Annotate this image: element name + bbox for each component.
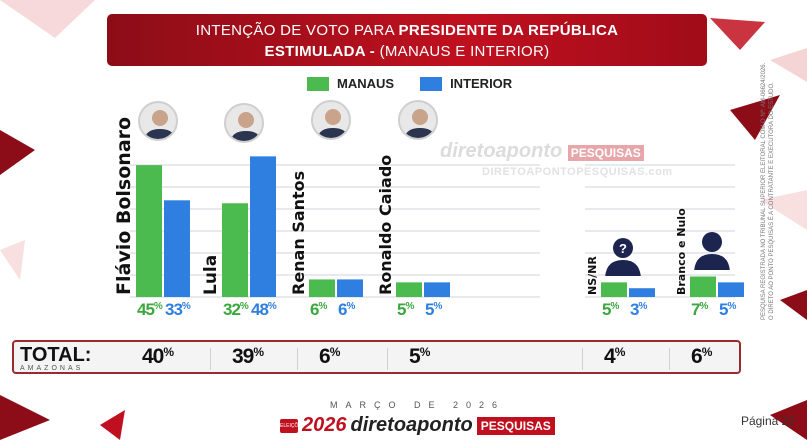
bar-interior xyxy=(250,156,276,297)
total-row: TOTAL: AMAZONAS 40% 39% 6% 5% 4% 6% xyxy=(12,340,741,374)
question-person-icon: ? xyxy=(603,236,643,277)
title-prefix: INTENÇÃO DE VOTO PARA xyxy=(195,22,399,39)
bar-interior xyxy=(337,279,363,297)
category-label: Lula xyxy=(201,254,221,295)
legend-label-manaus: MANAUS xyxy=(337,76,395,91)
category-label: Branco e Nulo xyxy=(675,208,688,295)
data-label-manaus: 45% xyxy=(137,300,163,319)
total-separator xyxy=(669,348,670,370)
legend-swatch-manaus xyxy=(307,76,329,91)
footer-year: 2026 xyxy=(302,414,347,436)
category-label: Ronaldo Caiado xyxy=(376,154,395,295)
bar-manaus xyxy=(601,282,627,297)
watermark-site: DIRETOAPONTOPESQUISAS.com xyxy=(482,166,673,178)
data-label-manaus: 5% xyxy=(602,300,619,319)
category-label: Flávio Bolsonaro xyxy=(113,116,135,295)
page-number: Página 22 xyxy=(740,414,795,428)
category-label: Renan Santos xyxy=(289,170,308,295)
data-label-interior: 3% xyxy=(630,300,647,319)
bar-interior xyxy=(164,200,190,297)
data-label-interior: 48% xyxy=(251,300,277,319)
legend-item-interior: INTERIOR xyxy=(420,76,512,91)
footer-logo: ELEIÇÕES 2026 diretoaponto PESQUISAS xyxy=(280,414,555,437)
title-bold: PRESIDENTE DA REPÚBLICA xyxy=(398,22,619,39)
category-label: NS/NR xyxy=(586,256,599,295)
data-label-manaus: 5% xyxy=(397,300,414,319)
total-sublabel: AMAZONAS xyxy=(20,365,84,372)
legend-item-manaus: MANAUS xyxy=(307,76,394,91)
data-label-interior: 5% xyxy=(425,300,442,319)
bar-manaus xyxy=(136,165,162,297)
watermark-brand: diretoaponto xyxy=(440,140,563,162)
data-label-interior: 6% xyxy=(338,300,355,319)
bar-manaus xyxy=(396,282,422,297)
legend-swatch-interior xyxy=(420,76,443,91)
total-separator xyxy=(387,348,388,370)
total-value: 39% xyxy=(232,345,264,368)
subtitle-bold: ESTIMULADA - xyxy=(264,43,380,60)
total-value: 5% xyxy=(409,345,430,368)
data-label-manaus: 7% xyxy=(691,300,708,319)
total-value: 6% xyxy=(691,345,712,368)
total-value: 4% xyxy=(604,345,625,368)
total-value: 6% xyxy=(319,345,340,368)
subtitle-rest: (MANAUS E INTERIOR) xyxy=(379,43,550,60)
data-label-interior: 33% xyxy=(165,300,191,319)
total-separator xyxy=(297,348,298,370)
watermark-logo: diretoaponto PESQUISAS xyxy=(440,140,644,163)
bar-manaus xyxy=(690,276,716,297)
renan-santos-photo xyxy=(311,100,351,140)
footer-brand: diretoaponto xyxy=(350,414,473,436)
elections-badge-icon: ELEIÇÕES xyxy=(280,418,305,433)
total-label: TOTAL: xyxy=(20,344,92,366)
footer-date: MARÇO DE 2026 xyxy=(330,400,506,410)
legend: MANAUS INTERIOR xyxy=(307,76,512,91)
flavio-bolsonaro-photo xyxy=(138,101,178,141)
legend-label-interior: INTERIOR xyxy=(450,76,513,91)
bar-manaus xyxy=(309,279,335,297)
bar-manaus xyxy=(222,203,248,297)
svg-text:?: ? xyxy=(619,241,627,256)
person-silhouette-icon xyxy=(692,230,732,271)
data-label-manaus: 32% xyxy=(223,300,249,319)
data-label-manaus: 6% xyxy=(310,300,327,319)
data-label-interior: 5% xyxy=(719,300,736,319)
footer-pesquisas: PESQUISAS xyxy=(476,416,555,435)
bar-interior xyxy=(718,282,744,297)
total-separator xyxy=(210,348,211,370)
ronaldo-caiado-photo xyxy=(398,100,438,140)
lula-photo xyxy=(224,103,264,143)
chart-title: INTENÇÃO DE VOTO PARA PRESIDENTE DA REPÚ… xyxy=(107,14,707,66)
total-value: 40% xyxy=(142,345,174,368)
bar-interior xyxy=(424,282,450,297)
total-separator xyxy=(582,348,583,370)
watermark-pesquisas: PESQUISAS xyxy=(567,145,644,161)
bar-interior xyxy=(629,288,655,297)
